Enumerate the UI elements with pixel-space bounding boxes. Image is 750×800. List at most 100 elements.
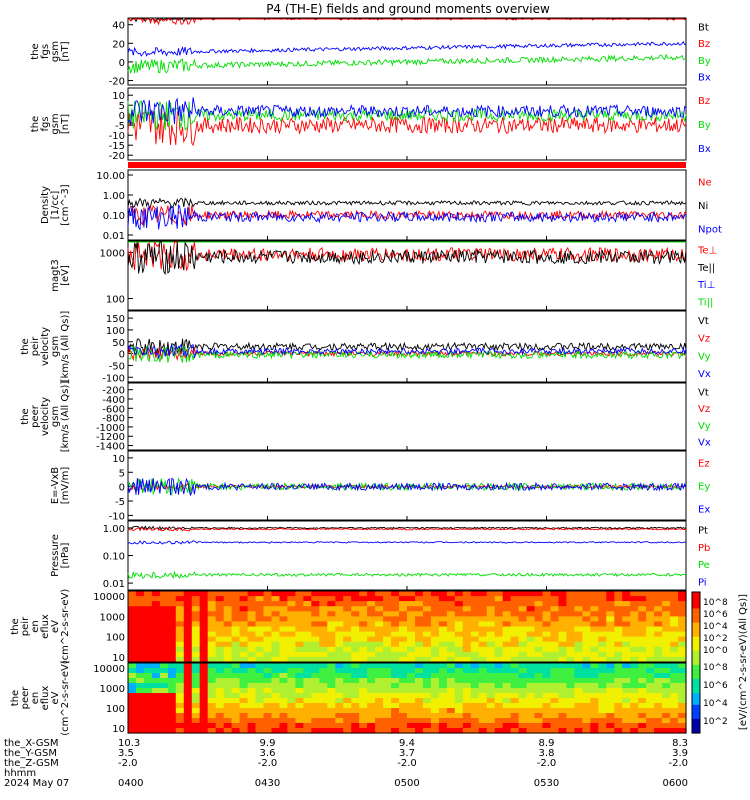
heatmap-cell — [542, 651, 552, 658]
heatmap-cell — [375, 651, 384, 658]
heatmap-cell — [566, 621, 575, 628]
heatmap-cell — [646, 656, 655, 663]
heatmap-cell — [446, 663, 456, 669]
heatmap-cell — [670, 656, 679, 663]
heatmap-cell — [638, 591, 647, 597]
heatmap-cell — [446, 601, 456, 607]
heatmap-cell — [327, 718, 336, 724]
heatmap-cell — [263, 631, 273, 638]
heatmap-cell — [335, 656, 344, 663]
heatmap-cell — [343, 641, 352, 648]
heatmap-cell — [279, 656, 289, 663]
heatmap-cell — [287, 606, 296, 612]
heatmap-cell — [183, 708, 193, 714]
legend-bt: Bt — [698, 22, 709, 33]
heatmap-cell — [486, 703, 496, 709]
heatmap-cell — [446, 688, 456, 694]
heatmap-cell — [207, 656, 217, 663]
heatmap-cell — [343, 668, 352, 674]
heatmap-cell — [630, 646, 639, 653]
legend-vt: Vt — [698, 387, 709, 398]
heatmap-cell — [614, 673, 623, 679]
colorbar-segment — [692, 594, 700, 598]
heatmap-cell — [430, 718, 440, 724]
heatmap-cell — [646, 673, 655, 679]
heatmap-cell — [159, 728, 169, 734]
y-axis-label-line: fgs — [40, 44, 51, 59]
heatmap-cell — [351, 646, 360, 653]
heatmap-cell — [159, 631, 169, 638]
heatmap-cell — [311, 673, 320, 679]
heatmap-cell — [319, 651, 328, 658]
heatmap-cell — [654, 708, 663, 714]
heatmap-cell — [407, 606, 416, 612]
heatmap-cell — [526, 606, 536, 612]
heatmap-cell — [399, 656, 408, 663]
heatmap-cell — [510, 616, 520, 623]
heatmap-cell — [430, 596, 440, 602]
heatmap-cell — [191, 596, 201, 602]
heatmap-cell — [215, 651, 225, 658]
heatmap-cell — [534, 728, 544, 734]
heatmap-cell — [430, 678, 440, 684]
heatmap-cell — [566, 673, 575, 679]
heatmap-cell — [526, 728, 536, 734]
heatmap-cell — [175, 631, 185, 638]
heatmap-cell — [614, 641, 623, 648]
heatmap-cell — [255, 631, 265, 638]
heatmap-cell — [279, 621, 289, 628]
heatmap-cell — [183, 596, 193, 602]
heatmap-cell — [136, 641, 145, 648]
heatmap-cell — [287, 708, 296, 714]
legend-vx: Vx — [698, 438, 711, 449]
heatmap-cell — [430, 708, 440, 714]
heatmap-cell — [678, 708, 687, 714]
heatmap-cell — [558, 728, 568, 734]
heatmap-cell — [399, 641, 408, 648]
heatmap-cell — [494, 621, 504, 628]
heatmap-cell — [415, 668, 424, 674]
heatmap-cell — [478, 646, 488, 653]
heatmap-cell — [311, 678, 320, 684]
heatmap-cell — [478, 683, 488, 689]
heatmap-cell — [494, 616, 504, 623]
heatmap-cell — [247, 646, 257, 653]
heatmap-cell — [239, 606, 249, 612]
heatmap-cell — [383, 698, 392, 704]
heatmap-cell — [319, 713, 328, 719]
heatmap-cell — [263, 651, 273, 658]
colorbar-tick-label: 10^8 — [703, 663, 728, 673]
heatmap-cell — [662, 626, 671, 633]
heatmap-cell — [375, 646, 384, 653]
heatmap-cell — [191, 621, 201, 628]
heatmap-cell — [383, 728, 392, 734]
heatmap-cell — [391, 693, 400, 699]
heatmap-cell — [574, 728, 583, 734]
ephemeris-value: -2.0 — [397, 758, 417, 769]
heatmap-cell — [598, 641, 607, 648]
heatmap-cell — [175, 718, 185, 724]
heatmap-cell — [638, 616, 647, 623]
heatmap-cell — [574, 636, 583, 643]
heatmap-cell — [462, 646, 472, 653]
colorbar-tick-label: 10^4 — [703, 622, 728, 632]
heatmap-cell — [678, 683, 687, 689]
heatmap-cell — [598, 611, 607, 617]
heatmap-cell — [239, 703, 249, 709]
series-vt — [127, 338, 687, 357]
heatmap-cell — [279, 641, 289, 648]
heatmap-cell — [494, 683, 504, 689]
heatmap-cell — [159, 621, 169, 628]
heatmap-cell — [359, 606, 368, 612]
heatmap-cell — [151, 683, 161, 689]
heatmap-cell — [526, 611, 536, 617]
heatmap-cell — [590, 703, 599, 709]
y-axis-label-line: Pressure — [50, 534, 61, 577]
heatmap-cell — [646, 621, 655, 628]
heatmap-cell — [383, 596, 392, 602]
heatmap-cell — [319, 606, 328, 612]
heatmap-cell — [383, 683, 392, 689]
heatmap-cell — [239, 678, 249, 684]
heatmap-cell — [335, 601, 344, 607]
